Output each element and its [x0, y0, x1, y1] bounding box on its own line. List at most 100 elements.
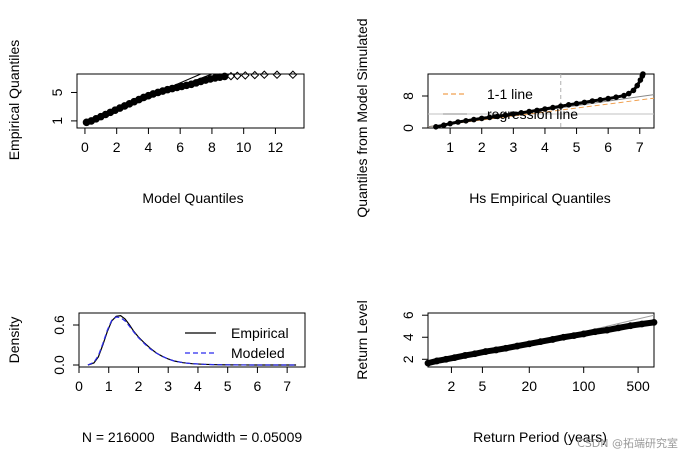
- data-point-13: [534, 107, 540, 114]
- y-tick-label-0: 0: [400, 124, 416, 132]
- density-line-modeled: [87, 316, 297, 366]
- y-axis-ticks: 08: [400, 92, 428, 132]
- x-axis-label: Model Quantiles: [142, 190, 243, 206]
- data-point-9: [513, 342, 521, 350]
- y-tick-label-0: 2: [400, 355, 416, 363]
- data-point-12: [549, 336, 557, 343]
- data-point-4: [461, 352, 469, 359]
- data-point-17: [565, 102, 572, 108]
- data-point-1: [441, 122, 447, 129]
- panel-model-quantiles: 0 2 4 6 8 10 12 15 Model Quantiles Empirical Q…: [6, 40, 305, 206]
- data-point-10: [510, 111, 517, 117]
- data-point-23: [613, 94, 619, 101]
- x-tick-label-5: 10: [236, 139, 252, 155]
- data-point-0: [424, 359, 432, 367]
- data-point-20: [589, 98, 596, 104]
- plot-box: [76, 73, 305, 129]
- data-point-18: [615, 324, 622, 332]
- data-points: [82, 70, 298, 127]
- data-point-4: [463, 118, 469, 124]
- x-tick-label-4: 8: [208, 139, 216, 155]
- data-point-12: [526, 108, 532, 115]
- data-point-14: [570, 332, 578, 339]
- plot-box: [427, 312, 655, 368]
- data-point-16: [591, 328, 599, 336]
- x-tick-label-6: 6: [254, 378, 262, 394]
- data-point-5: [471, 116, 477, 123]
- y-axis-ticks: 0.0 0.6: [51, 315, 79, 375]
- y-tick-label-1: 8: [400, 92, 416, 100]
- y-axis-label: Quantiles from Model Simulated: [354, 18, 370, 217]
- x-axis-label: N = 216000 Bandwidth = 0.05009: [82, 429, 302, 445]
- x-axis-label: Return Period (years): [473, 429, 607, 445]
- y-axis-ticks: 15: [49, 88, 77, 125]
- data-point-3: [455, 119, 461, 125]
- panel-return-level: 2 5 20 100 500 2 4 6 Return Period (years) Ret…: [354, 300, 658, 445]
- data-point-6: [478, 115, 485, 122]
- data-point-24: [621, 92, 627, 99]
- data-point-3: [451, 354, 459, 362]
- data-point-19: [581, 99, 588, 106]
- x-axis-label: Hs Empirical Quantiles: [469, 190, 611, 206]
- x-tick-label-5: 5: [224, 378, 232, 394]
- y-tick-label-2: 6: [400, 311, 416, 319]
- data-point-13: [560, 333, 567, 341]
- x-tick-label-0: 0: [75, 378, 83, 394]
- data-point-31: [233, 71, 242, 81]
- plot-box: [78, 312, 306, 368]
- x-tick-label-3: 100: [572, 378, 596, 394]
- x-tick-label-2: 3: [509, 139, 517, 155]
- y-tick-label-0: 1: [49, 117, 65, 125]
- x-tick-label-0: 1: [446, 139, 454, 155]
- reference-line-one-to-one: [427, 97, 655, 128]
- data-point-6: [482, 348, 490, 355]
- x-tick-label-2: 4: [145, 139, 153, 155]
- data-point-34: [260, 70, 269, 80]
- y-tick-label-1: 4: [400, 333, 416, 341]
- x-tick-label-7: 7: [283, 378, 291, 394]
- data-point-17: [603, 326, 611, 334]
- data-point-8: [494, 113, 501, 120]
- x-tick-label-4: 500: [626, 378, 650, 394]
- return-level-band: [427, 319, 655, 367]
- data-point-11: [537, 338, 545, 346]
- y-tick-label-0: 0.0: [51, 355, 67, 375]
- y-tick-label-1: 0.6: [51, 315, 67, 335]
- x-tick-label-1: 5: [479, 378, 487, 394]
- x-tick-label-2: 20: [521, 378, 537, 394]
- x-tick-label-1: 2: [113, 139, 121, 155]
- data-point-16: [557, 103, 564, 110]
- x-tick-label-3: 3: [164, 378, 172, 394]
- data-points: [424, 318, 658, 367]
- x-tick-label-1: 1: [105, 378, 113, 394]
- data-point-33: [250, 70, 260, 80]
- data-point-18: [573, 100, 580, 107]
- y-axis-label: Density: [6, 317, 22, 364]
- data-points: [433, 71, 646, 130]
- data-point-26: [630, 87, 637, 94]
- x-tick-label-0: 2: [448, 378, 456, 394]
- legend-label-regression: regression line: [487, 106, 578, 122]
- x-tick-label-1: 2: [478, 139, 486, 155]
- legend-label-modeled: Modeled: [231, 345, 285, 361]
- data-point-2: [447, 120, 453, 127]
- data-point-15: [580, 330, 588, 338]
- data-point-7: [486, 114, 493, 121]
- x-tick-label-0: 0: [81, 139, 89, 155]
- data-point-27: [634, 82, 641, 89]
- watermark-text: CSDN @拓端研究室: [577, 437, 678, 450]
- y-tick-label-1: 5: [49, 88, 65, 96]
- legend: 1-1 line regression line: [443, 86, 578, 122]
- data-point-30: [640, 71, 646, 77]
- data-point-20: [638, 320, 646, 328]
- data-point-5: [471, 350, 479, 358]
- panel-density: 0 1 2 3 4 5 6 7 0.0 0.6 Empirical Modeled N = 21…: [6, 312, 306, 445]
- x-axis-ticks: 1 2 3 4 5 6 7: [446, 128, 644, 155]
- x-tick-label-3: 4: [541, 139, 549, 155]
- plot-box: [427, 73, 655, 129]
- y-axis-ticks: 2 4 6: [400, 311, 428, 363]
- x-tick-label-5: 6: [604, 139, 612, 155]
- legend-label-empirical: Empirical: [231, 325, 289, 341]
